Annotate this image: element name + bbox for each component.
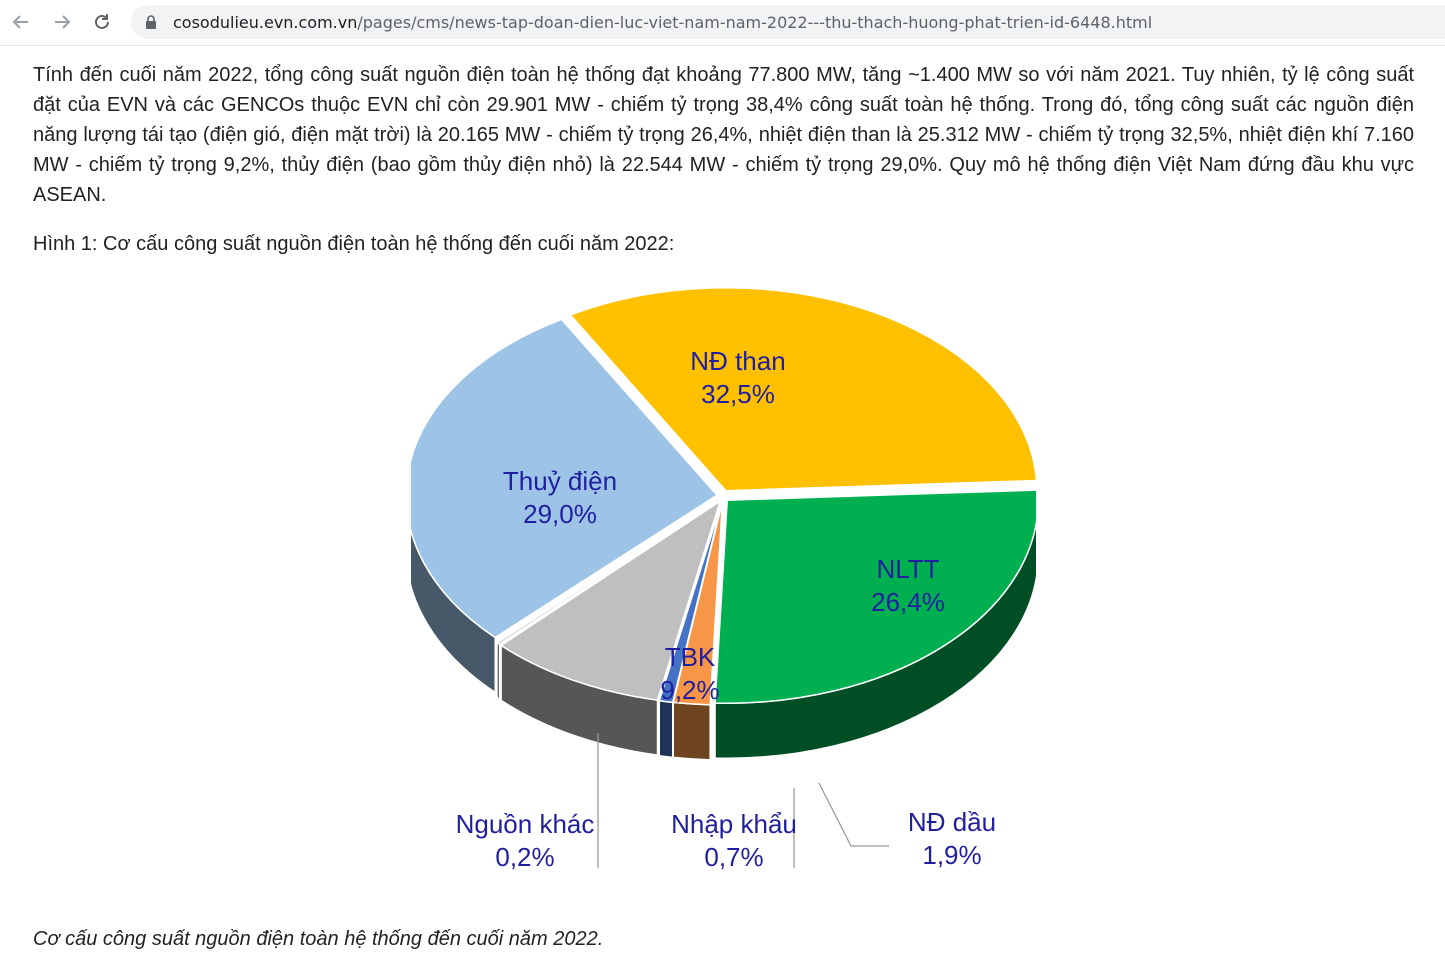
slice-label: NĐ dầu [908, 807, 996, 837]
reload-button[interactable] [89, 9, 115, 35]
leader-line [818, 782, 889, 847]
slice-value-label: 0,2% [495, 842, 554, 872]
url-text: cosodulieu.evn.com.vn/pages/cms/news-tap… [173, 13, 1152, 32]
reload-icon [95, 14, 109, 29]
slice-label: Nhập khẩu [671, 809, 797, 839]
pie-slice-nltt [714, 489, 1036, 704]
article-body: Tính đến cuối năm 2022, tổng công suất n… [33, 60, 1414, 210]
figure-caption-top: Hình 1: Cơ cấu công suất nguồn điện toàn… [33, 233, 675, 255]
back-button[interactable] [8, 9, 34, 35]
forward-button[interactable] [49, 9, 75, 35]
address-bar[interactable]: cosodulieu.evn.com.vn/pages/cms/news-tap… [131, 5, 1445, 39]
figure-caption-bottom: Cơ cấu công suất nguồn điện toàn hệ thốn… [33, 928, 604, 950]
pie-slice-nguon-khac [495, 499, 720, 646]
arrow-left-icon [12, 15, 28, 29]
slice-label: Thuỷ điện [503, 466, 617, 496]
url-path: /pages/cms/news-tap-doan-dien-luc-viet-n… [357, 13, 1153, 32]
slice-value-label: 9,2% [660, 675, 719, 705]
arrow-right-icon [55, 15, 71, 29]
pie-side-nd-dau [672, 701, 711, 761]
pie-side-nhap-khau [658, 699, 674, 759]
pie-slice-tbk [499, 499, 722, 701]
pie-slice-nhap-khau [658, 501, 723, 704]
pie-slice-thuy-dien [411, 318, 719, 639]
pie-chart-figure: NĐ than 32,5% NLTT 26,4% NĐ dầu 1,9% Nhập khẩu… [411, 278, 1036, 903]
pie-side-nguon-khac [496, 641, 501, 701]
article-paragraph: Tính đến cuối năm 2022, tổng công suất n… [33, 64, 1414, 206]
slice-label: Nguồn khác [456, 809, 595, 839]
slice-value-label: 32,5% [701, 379, 775, 409]
pie-side-walls [411, 519, 1036, 761]
slice-value-label: 26,4% [871, 587, 945, 617]
slice-label: NLTT [876, 554, 939, 584]
slice-label: NĐ than [690, 346, 785, 376]
slice-label: TBK [665, 642, 716, 672]
browser-toolbar: cosodulieu.evn.com.vn/pages/cms/news-tap… [0, 0, 1445, 46]
slice-value-label: 0,7% [704, 842, 763, 872]
url-host: cosodulieu.evn.com.vn [173, 13, 358, 32]
pie-top-faces [411, 286, 1036, 706]
lock-icon [146, 15, 156, 29]
slice-value-label: 29,0% [523, 499, 597, 529]
pie-slice-nd-than [569, 286, 1036, 492]
slice-value-label: 1,9% [922, 840, 981, 870]
